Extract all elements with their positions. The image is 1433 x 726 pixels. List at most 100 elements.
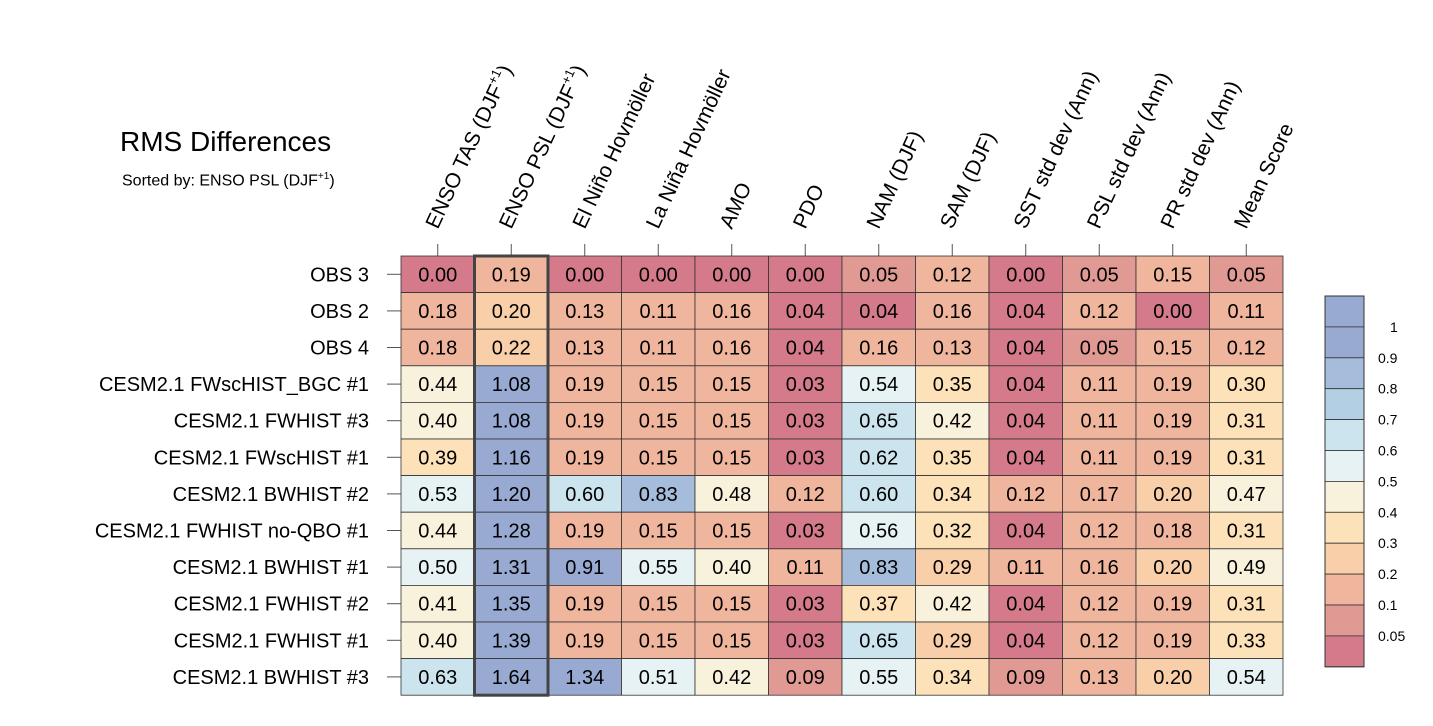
column-label-sup: +1 <box>484 67 504 87</box>
cell-value: 0.34 <box>933 484 972 506</box>
colorbar-segment <box>1324 357 1365 390</box>
cell-value: 0.55 <box>859 667 898 689</box>
cell-value: 0.15 <box>712 411 751 433</box>
heatmap-cell <box>694 401 769 440</box>
heatmap-cell <box>1209 658 1284 696</box>
colorbar-segment <box>1324 542 1365 575</box>
chart-title: RMS Differences <box>120 126 332 157</box>
heatmap-cell <box>1062 328 1137 367</box>
cell-value: 0.15 <box>712 374 751 396</box>
column-label-base: PR std dev (Ann) <box>1156 77 1244 232</box>
cell-value: 0.03 <box>786 594 825 616</box>
colorbar-label: 0.9 <box>1378 350 1398 366</box>
heatmap-cell <box>1062 438 1137 476</box>
cell-value: 0.15 <box>639 374 678 396</box>
cell-value: 0.83 <box>639 484 678 506</box>
cell-value: 0.65 <box>859 411 898 433</box>
cell-value: 0.19 <box>1153 630 1192 652</box>
cell-value: 0.60 <box>859 484 898 506</box>
column-label: El Niño Hovmöller <box>568 70 660 232</box>
heatmap-cell <box>1209 585 1284 623</box>
heatmap-cell <box>400 401 475 440</box>
heatmap-cell <box>400 585 475 623</box>
cell-value: 1.39 <box>492 630 531 652</box>
colorbar-segment <box>1324 326 1365 359</box>
column-label: SST std dev (Ann) <box>1009 67 1102 232</box>
cell-value: 0.04 <box>1006 338 1045 360</box>
heatmap-cell <box>400 255 475 293</box>
colorbar-segment <box>1324 635 1365 668</box>
colorbar-label: 0.8 <box>1378 381 1398 397</box>
cell-value: 0.04 <box>1006 411 1045 433</box>
colorbar-segment <box>1324 388 1365 421</box>
cell-value: 0.04 <box>859 301 898 323</box>
cell-value: 0.18 <box>1153 521 1192 543</box>
cell-value: 0.35 <box>933 447 972 469</box>
cell-value: 0.03 <box>786 521 825 543</box>
heatmap-cell <box>547 255 622 293</box>
cell-value: 0.18 <box>418 301 457 323</box>
cell-value: 1.64 <box>492 667 531 689</box>
cell-value: 0.12 <box>1080 521 1119 543</box>
heatmap-cell <box>768 438 843 476</box>
column-label-base: Mean Score <box>1230 120 1299 232</box>
cell-value: 0.19 <box>1153 411 1192 433</box>
heatmap-cell <box>915 365 990 403</box>
cell-value: 0.40 <box>712 557 751 579</box>
row-label: CESM2.1 FWHIST no-QBO #1 <box>95 521 369 543</box>
chart-subtitle: Sorted by: ENSO PSL (DJF+1) <box>122 171 335 190</box>
heatmap-cell <box>841 438 916 476</box>
heatmap-cell <box>547 292 622 330</box>
row-label: CESM2.1 FWHIST #1 <box>174 630 369 652</box>
heatmap-cell <box>841 658 916 696</box>
cell-value: 0.04 <box>1006 521 1045 543</box>
cell-value: 0.19 <box>1153 594 1192 616</box>
cell-value: 0.11 <box>640 338 677 360</box>
heatmap-cell <box>694 475 769 513</box>
column-label: Mean Score <box>1230 120 1299 232</box>
cell-value: 0.05 <box>1080 338 1119 360</box>
cell-value: 1.08 <box>492 411 531 433</box>
heatmap-cell <box>547 511 622 550</box>
heatmap-cell <box>915 621 990 659</box>
heatmap-cell <box>547 475 622 513</box>
heatmap-cell <box>915 585 990 623</box>
cell-value: 0.19 <box>1153 374 1192 396</box>
cell-value: 0.42 <box>933 411 972 433</box>
cell-value: 0.20 <box>1153 557 1192 579</box>
row-label: CESM2.1 FWscHIST_BGC #1 <box>99 374 369 396</box>
heatmap-cell <box>1062 365 1137 403</box>
colorbar-label: 1 <box>1390 319 1398 335</box>
heatmap-cell <box>841 548 916 586</box>
cell-value: 0.31 <box>1227 411 1266 433</box>
cell-value: 0.00 <box>1006 264 1045 286</box>
heatmap-cell <box>988 292 1063 330</box>
cell-value: 0.17 <box>1080 484 1119 506</box>
row-label: CESM2.1 BWHIST #1 <box>173 557 369 579</box>
cell-value: 0.00 <box>418 264 457 286</box>
cell-value: 0.03 <box>786 630 825 652</box>
cell-value: 0.11 <box>787 557 824 579</box>
heatmap-cells: 0.00 0.19 0.00 0.00 0.00 0.00 0.05 0.12 0.00 0.05… <box>400 255 1284 696</box>
cell-value: 0.54 <box>1227 667 1266 689</box>
heatmap-cell <box>768 292 843 330</box>
colorbar-segment <box>1324 480 1365 513</box>
cell-value: 0.18 <box>418 338 457 360</box>
cell-value: 0.11 <box>1007 557 1044 579</box>
cell-value: 0.29 <box>933 630 972 652</box>
heatmap-cell <box>988 621 1063 659</box>
heatmap-cell <box>988 511 1063 550</box>
cell-value: 0.19 <box>565 411 604 433</box>
heatmap-cell <box>841 292 916 330</box>
heatmap-cell <box>621 401 696 440</box>
heatmap-cell <box>915 328 990 367</box>
colorbar-frame <box>1324 295 1365 668</box>
column-label: NAM (DJF) <box>862 127 927 232</box>
cell-value: 0.35 <box>933 374 972 396</box>
heatmap-cell <box>1062 621 1137 659</box>
cell-value: 0.00 <box>565 264 604 286</box>
heatmap-cell <box>474 585 549 623</box>
cell-value: 0.37 <box>859 594 898 616</box>
cell-value: 0.40 <box>418 630 457 652</box>
heatmap-cell <box>915 255 990 293</box>
